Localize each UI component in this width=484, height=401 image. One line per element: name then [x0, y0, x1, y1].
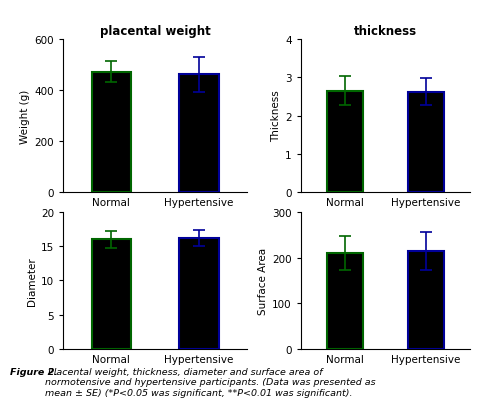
Bar — [179, 239, 218, 349]
Bar — [91, 72, 131, 192]
Title: thickness: thickness — [353, 24, 416, 38]
Bar — [407, 92, 443, 192]
Title: placental weight: placental weight — [100, 24, 210, 38]
Bar — [179, 75, 218, 192]
Bar — [326, 91, 363, 192]
Text: Figure 2.: Figure 2. — [10, 367, 58, 376]
Bar — [326, 253, 363, 349]
Bar — [407, 251, 443, 349]
Bar — [91, 240, 131, 349]
Y-axis label: Weight (g): Weight (g) — [20, 89, 30, 143]
Y-axis label: Thickness: Thickness — [271, 91, 280, 142]
Y-axis label: Surface Area: Surface Area — [257, 247, 267, 314]
Text: Placental weight, thickness, diameter and surface area of
normotensive and hyper: Placental weight, thickness, diameter an… — [45, 367, 375, 397]
Y-axis label: Diameter: Diameter — [27, 256, 36, 305]
